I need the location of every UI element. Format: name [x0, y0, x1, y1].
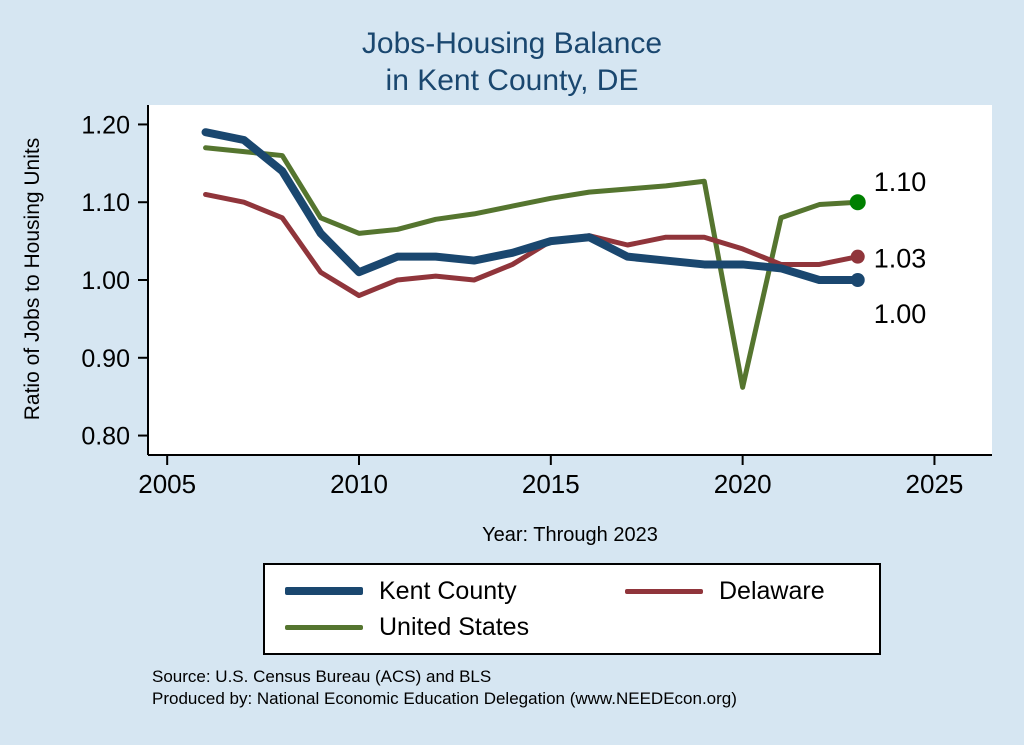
chart-title: Jobs-Housing Balance in Kent County, DE: [0, 26, 1024, 99]
chart-title-line1: Jobs-Housing Balance: [361, 27, 663, 60]
x-tick-label: 2005: [138, 469, 196, 499]
legend-item-delaware: Delaware: [625, 577, 825, 606]
end-dot-delaware: [850, 249, 865, 264]
legend-swatch-kent-county: [285, 587, 363, 595]
y-tick-label: 0.80: [81, 423, 130, 451]
legend-swatch-united-states: [285, 624, 363, 630]
legend-swatch-delaware: [625, 588, 703, 594]
legend-label-kent-county: Kent County: [379, 576, 517, 605]
y-tick-label: 1.20: [81, 111, 130, 139]
plot-svg: 0.80 0.90 1.00 1.10 1.20 2005 2010 2015 2020 2025…: [81, 105, 992, 499]
source-line1: Source: U.S. Census Bureau (ACS) and BLS: [152, 667, 492, 686]
end-label-united-states: 1.10: [874, 167, 927, 197]
legend-label-delaware: Delaware: [719, 576, 825, 605]
legend-label-united-states: United States: [379, 612, 530, 641]
x-tick-label: 2015: [522, 469, 580, 499]
y-tick-label: 1.00: [81, 267, 130, 295]
series-line-delaware: [203, 191, 861, 299]
source-note: Source: U.S. Census Bureau (ACS) and BLS…: [152, 666, 737, 710]
x-tick-label: 2010: [330, 469, 388, 499]
legend-row-2: United States: [285, 609, 859, 645]
legend-item-united-states: United States: [285, 613, 625, 642]
chart-title-line2: in Kent County, DE: [385, 63, 639, 97]
end-dot-united-states: [849, 194, 866, 211]
y-tick-label: 0.90: [81, 345, 130, 373]
x-tick-label: 2020: [714, 469, 772, 499]
y-tick-label: 1.10: [81, 189, 130, 217]
series-line-kent-county: [201, 128, 862, 284]
legend-row-1: Kent County Delaware: [285, 573, 859, 609]
plot-area: [148, 105, 992, 455]
end-label-delaware: 1.03: [874, 244, 927, 274]
legend: Kent County Delaware United States: [263, 563, 881, 655]
source-line2: Produced by: National Economic Education…: [152, 689, 737, 709]
x-tick-label: 2025: [906, 469, 964, 499]
end-dot-kent-county: [850, 273, 865, 287]
x-axis-title: Year: Through 2023: [482, 524, 658, 546]
end-label-kent-county: 1.00: [874, 299, 927, 329]
series-line-united-states: [203, 145, 861, 390]
legend-item-kent-county: Kent County: [285, 577, 625, 606]
